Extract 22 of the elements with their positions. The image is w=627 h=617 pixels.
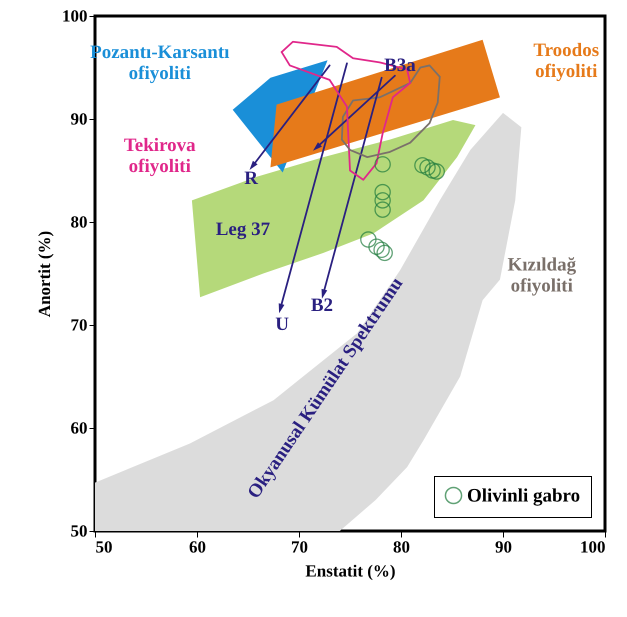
- y-tick-label: 90: [70, 110, 88, 128]
- text: Kızıldağ ofiyoliti: [507, 254, 577, 297]
- series-label: Troodos ofiyoliti: [533, 40, 600, 82]
- x-tick-label: 100: [580, 538, 606, 556]
- text: Tekirova ofiyoliti: [124, 134, 196, 177]
- y-tick-label: 80: [70, 212, 88, 232]
- series-label: B3a: [384, 54, 416, 76]
- x-axis-title: Enstatit (%): [305, 562, 396, 580]
- x-tick-label: 60: [189, 538, 206, 556]
- y-tick-label: 60: [70, 418, 88, 438]
- x-tick-label: 80: [393, 538, 410, 556]
- series-label: U: [275, 314, 290, 335]
- y-axis-title: Anortit (%): [35, 230, 54, 318]
- series-label: B2: [310, 294, 334, 316]
- y-tick-label: 70: [70, 316, 88, 334]
- y-tick-label: 100: [62, 6, 88, 26]
- x-tick-label: 70: [291, 538, 308, 556]
- series-label: Leg 37: [216, 219, 271, 240]
- x-tick-label: 90: [495, 538, 512, 556]
- legend-label: Olivinli gabro: [467, 486, 580, 506]
- y-tick-label: 50: [70, 522, 88, 540]
- x-tick-label: 50: [96, 538, 112, 556]
